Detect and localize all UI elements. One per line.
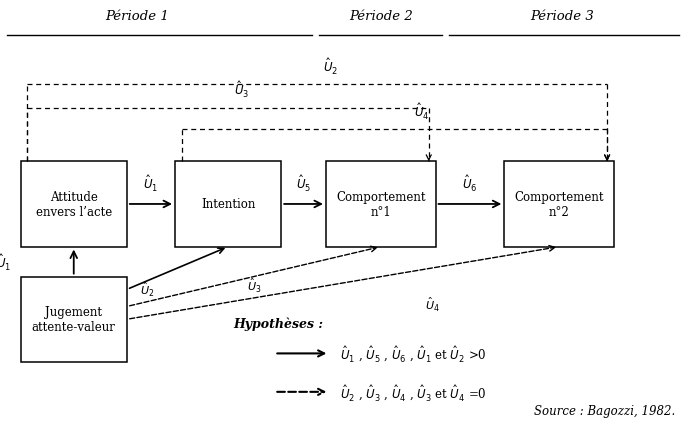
FancyBboxPatch shape [175,162,281,247]
Text: Période 1: Période 1 [106,11,169,23]
Text: $\hat{U}_2$: $\hat{U}_2$ [323,57,339,77]
Text: $\hat{U}_2$ , $\hat{U}_3$ , $\hat{U}_4$ , $\hat{U}_3$ et $\hat{U}_4$ =0: $\hat{U}_2$ , $\hat{U}_3$ , $\hat{U}_4$ … [340,382,486,402]
Text: $\hat{U}_4$: $\hat{U}_4$ [425,296,440,314]
Text: Intention: Intention [201,198,255,211]
Text: Comportement
n°2: Comportement n°2 [514,190,604,219]
FancyBboxPatch shape [326,162,436,247]
Text: $\hat{U}_4$: $\hat{U}_4$ [414,101,429,121]
Text: $\hat{U}_1$: $\hat{U}_1$ [143,174,158,194]
Text: $\hat{U}_1$ , $\hat{U}_5$ , $\hat{U}_6$ , $\hat{U}_1$ et $\hat{U}_2$ >0: $\hat{U}_1$ , $\hat{U}_5$ , $\hat{U}_6$ … [340,344,486,363]
Text: $\hat{U}_2$: $\hat{U}_2$ [141,281,154,299]
FancyBboxPatch shape [21,277,127,362]
Text: Jugement
attente-valeur: Jugement attente-valeur [32,305,116,334]
Text: Source : Bagozzi, 1982.: Source : Bagozzi, 1982. [534,405,676,417]
Text: $\hat{U}_6$: $\hat{U}_6$ [462,174,477,194]
Text: $\hat{U}_1$: $\hat{U}_1$ [0,252,11,272]
FancyBboxPatch shape [504,162,614,247]
Text: $\hat{U}_3$: $\hat{U}_3$ [246,276,261,294]
Text: $\hat{U}_5$: $\hat{U}_5$ [296,174,311,194]
Text: Hypothèses :: Hypothèses : [233,317,323,331]
FancyBboxPatch shape [21,162,127,247]
Text: Attitude
envers l’acte: Attitude envers l’acte [36,190,112,219]
Text: Période 3: Période 3 [531,11,594,23]
Text: Comportement
n°1: Comportement n°1 [336,190,425,219]
Text: Période 2: Période 2 [349,11,412,23]
Text: $\hat{U}_3$: $\hat{U}_3$ [234,80,250,100]
